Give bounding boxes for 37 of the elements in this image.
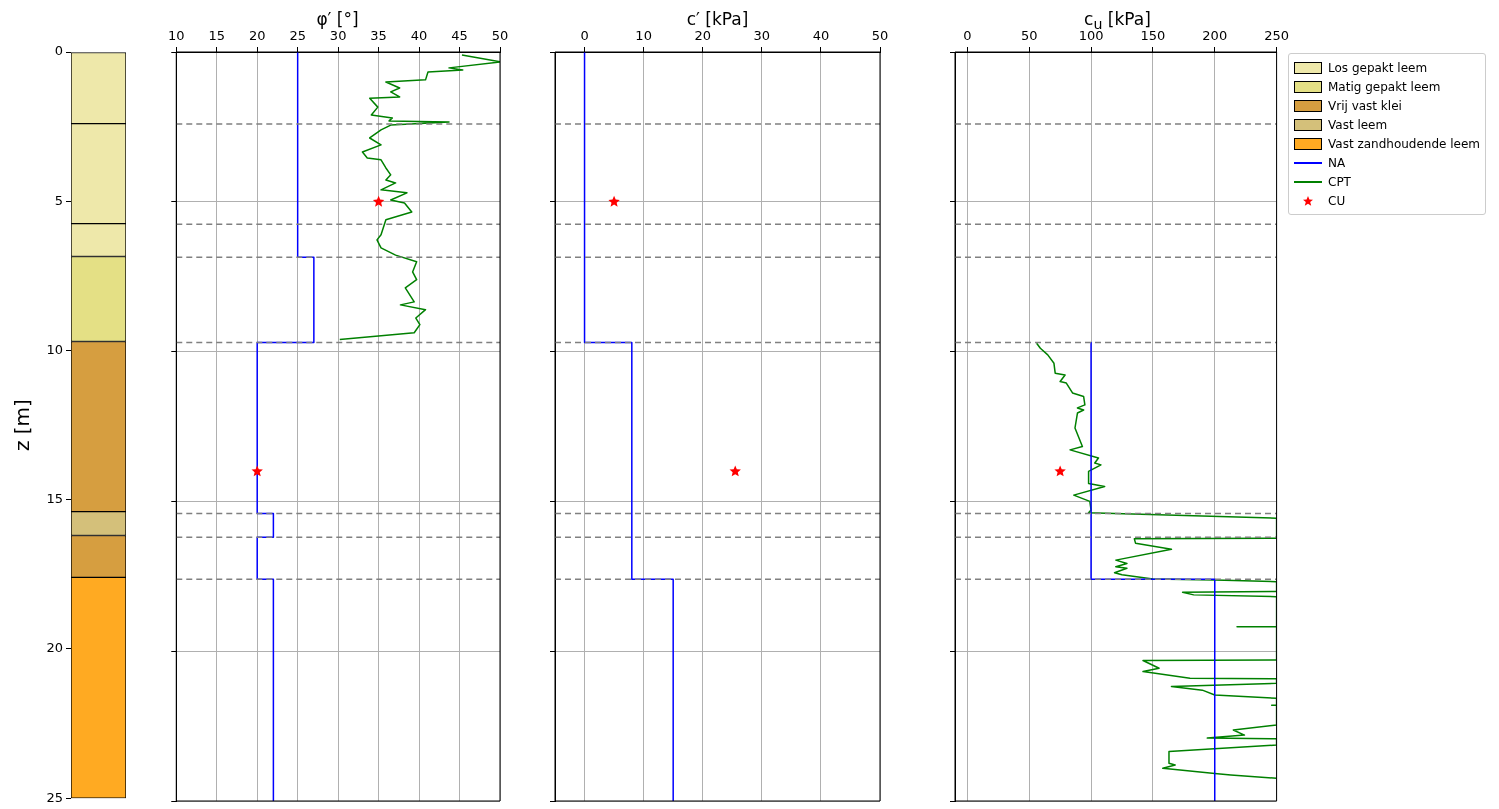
x-tick-label: 25 bbox=[289, 27, 306, 43]
legend-label: NA bbox=[1328, 155, 1346, 170]
y-tick-label: 15 bbox=[46, 491, 63, 507]
x-tick-label: 150 bbox=[1140, 27, 1166, 43]
legend-label: Vast leem bbox=[1328, 117, 1388, 132]
y-tick-label: 10 bbox=[46, 341, 63, 357]
x-tick-label: 200 bbox=[1202, 27, 1228, 43]
y-tick-label: 5 bbox=[54, 192, 63, 208]
y-tick-label: 25 bbox=[46, 789, 63, 805]
x-tick-label: 20 bbox=[248, 27, 266, 43]
x-tick-label: 20 bbox=[694, 27, 711, 43]
x-tick-label: 40 bbox=[812, 27, 830, 43]
x-tick-label: 10 bbox=[635, 27, 652, 43]
x-tick-label: 45 bbox=[451, 27, 468, 43]
x-tick-label: 40 bbox=[410, 27, 428, 43]
legend-label: Los gepakt leem bbox=[1328, 60, 1428, 75]
x-tick-label: 15 bbox=[208, 27, 226, 43]
x-axis-title: φ′ [°] bbox=[316, 9, 359, 29]
x-tick-label: 35 bbox=[370, 27, 387, 43]
y-axis-title: z [m] bbox=[10, 399, 35, 452]
x-tick-label: 0 bbox=[963, 27, 972, 43]
legend-label: CU bbox=[1328, 193, 1346, 208]
x-tick-label: 30 bbox=[329, 27, 347, 43]
y-tick-label: 20 bbox=[46, 640, 63, 656]
legend-label: Matig gepakt leem bbox=[1328, 79, 1441, 94]
x-tick-label: 10 bbox=[168, 27, 185, 43]
x-tick-label: 50 bbox=[871, 27, 889, 43]
x-tick-label: 50 bbox=[1020, 27, 1038, 43]
text: Vast zandhoudende leem bbox=[1328, 136, 1481, 151]
x-tick-label: 30 bbox=[753, 27, 771, 43]
legend-label: Vrij vast klei bbox=[1328, 98, 1402, 113]
x-tick-label: 0 bbox=[580, 27, 589, 43]
y-tick-label: 0 bbox=[54, 43, 63, 59]
x-tick-label: 250 bbox=[1264, 27, 1290, 43]
x-axis-title: c′ [kPa] bbox=[686, 9, 749, 29]
x-tick-label: 50 bbox=[491, 27, 509, 43]
legend-label: CPT bbox=[1328, 174, 1351, 189]
